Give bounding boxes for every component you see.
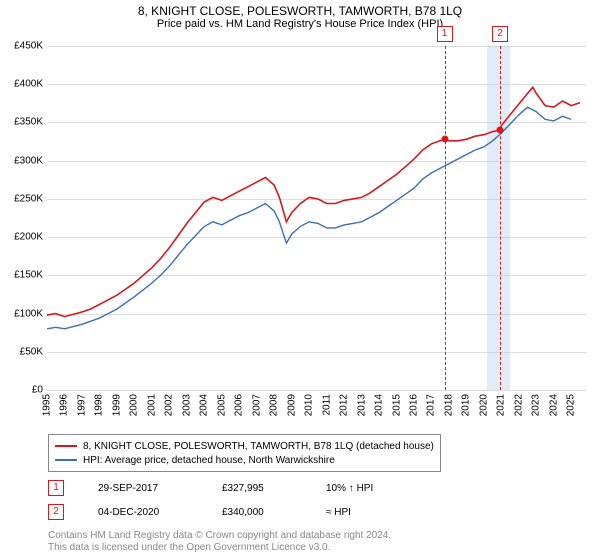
x-axis-label: 2011 — [321, 394, 332, 416]
chart-container: 8, KNIGHT CLOSE, POLESWORTH, TAMWORTH, B… — [0, 0, 600, 560]
y-axis-label: £200K — [14, 232, 47, 243]
x-axis-label: 2016 — [408, 394, 419, 416]
legend-swatch — [55, 445, 77, 447]
legend-swatch — [55, 459, 77, 461]
x-axis-label: 2014 — [374, 394, 385, 416]
x-axis-label: 1998 — [94, 394, 105, 416]
sale-row: 1 29-SEP-2017 £327,995 10% ↑ HPI — [48, 480, 373, 496]
legend-row: 8, KNIGHT CLOSE, POLESWORTH, TAMWORTH, B… — [55, 439, 434, 453]
sale-price: £340,000 — [222, 507, 292, 518]
x-axis-label: 2019 — [461, 394, 472, 416]
x-axis-label: 2007 — [251, 394, 262, 416]
x-axis-label: 2008 — [269, 394, 280, 416]
x-axis-label: 2006 — [234, 394, 245, 416]
y-axis-label: £450K — [14, 41, 47, 52]
x-axis-label: 1999 — [111, 394, 122, 416]
x-axis-label: 2001 — [146, 394, 157, 416]
sale-badge: 1 — [48, 480, 64, 496]
series-svg — [47, 46, 587, 390]
x-axis-label: 2000 — [129, 394, 140, 416]
x-axis-label: 2025 — [566, 394, 577, 416]
y-axis-label: £350K — [14, 117, 47, 128]
sale-date: 04-DEC-2020 — [98, 507, 188, 518]
x-axis-label: 1996 — [59, 394, 70, 416]
x-axis-label: 2023 — [531, 394, 542, 416]
y-axis-label: £300K — [14, 155, 47, 166]
gridline — [47, 390, 587, 391]
legend-row: HPI: Average price, detached house, Nort… — [55, 453, 434, 467]
legend-label: HPI: Average price, detached house, Nort… — [83, 455, 335, 466]
marker-dot-1 — [441, 136, 448, 143]
legend-label: 8, KNIGHT CLOSE, POLESWORTH, TAMWORTH, B… — [83, 441, 434, 452]
x-axis-label: 2010 — [304, 394, 315, 416]
x-axis-label: 2013 — [356, 394, 367, 416]
y-axis-label: £100K — [14, 308, 47, 319]
x-axis-label: 2018 — [443, 394, 454, 416]
marker-dot-2 — [496, 127, 503, 134]
x-axis-label: 2005 — [216, 394, 227, 416]
y-axis-label: £400K — [14, 79, 47, 90]
x-axis-label: 2021 — [496, 394, 507, 416]
footer-line-2: This data is licensed under the Open Gov… — [48, 542, 330, 553]
x-axis-label: 2015 — [391, 394, 402, 416]
sale-diff: ≈ HPI — [326, 507, 351, 518]
x-axis-label: 2017 — [426, 394, 437, 416]
x-axis-label: 1995 — [42, 394, 53, 416]
chart-subtitle: Price paid vs. HM Land Registry's House … — [0, 18, 600, 30]
marker-line-1 — [445, 46, 446, 390]
marker-badge-2: 2 — [492, 26, 508, 42]
sale-badge: 2 — [48, 504, 64, 520]
legend: 8, KNIGHT CLOSE, POLESWORTH, TAMWORTH, B… — [48, 434, 441, 472]
y-axis-label: £250K — [14, 193, 47, 204]
marker-badge-1: 1 — [437, 26, 453, 42]
y-axis-label: £150K — [14, 270, 47, 281]
series-hpi — [47, 107, 571, 329]
x-axis-label: 2020 — [478, 394, 489, 416]
x-axis-label: 2003 — [181, 394, 192, 416]
plot-area: £0£50K£100K£150K£200K£250K£300K£350K£400… — [47, 46, 587, 390]
y-axis-label: £50K — [20, 346, 47, 357]
x-axis-label: 2002 — [164, 394, 175, 416]
marker-line-2 — [500, 46, 501, 390]
sale-diff: 10% ↑ HPI — [326, 483, 373, 494]
x-axis-label: 1997 — [76, 394, 87, 416]
x-axis-label: 2004 — [199, 394, 210, 416]
sale-date: 29-SEP-2017 — [98, 483, 188, 494]
chart-title: 8, KNIGHT CLOSE, POLESWORTH, TAMWORTH, B… — [0, 0, 600, 18]
footer-line-1: Contains HM Land Registry data © Crown c… — [48, 530, 391, 541]
sale-price: £327,995 — [222, 483, 292, 494]
x-axis-label: 2012 — [339, 394, 350, 416]
sale-row: 2 04-DEC-2020 £340,000 ≈ HPI — [48, 504, 351, 520]
x-axis-label: 2024 — [548, 394, 559, 416]
x-axis-label: 2022 — [513, 394, 524, 416]
x-axis-label: 2009 — [286, 394, 297, 416]
